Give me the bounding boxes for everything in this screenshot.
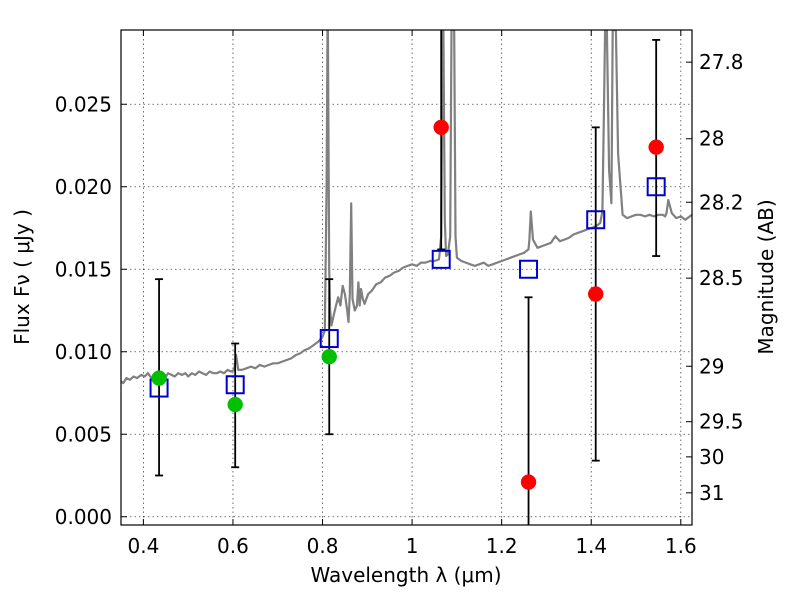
- right-axis-label: Magnitude (AB): [754, 199, 778, 354]
- green-point: [151, 370, 167, 386]
- x-tick-label: 1.4: [575, 534, 607, 558]
- x-tick-label: 0.8: [307, 534, 339, 558]
- y-axis-label: Flux Fν ( μJy ): [10, 209, 34, 345]
- right-tick-label: 31: [699, 481, 724, 505]
- right-tick-label: 29.5: [699, 410, 744, 434]
- green-point: [321, 348, 337, 365]
- y-tick-label: 0.000: [55, 505, 112, 529]
- model-square-marker: [225, 375, 245, 395]
- x-tick-label: 0.6: [217, 534, 249, 558]
- y-tick-label: 0.015: [55, 257, 112, 281]
- right-tick-label: 27.8: [699, 50, 744, 74]
- model-square-marker: [431, 249, 451, 269]
- x-tick-label: 1: [406, 534, 419, 558]
- right-tick-label: 28.5: [699, 266, 744, 290]
- red-point: [520, 474, 537, 490]
- plot-area: [121, 30, 692, 525]
- right-tick-label: 30: [699, 445, 724, 469]
- model-square-marker: [519, 259, 539, 279]
- model-square-marker: [646, 177, 666, 197]
- right-tick-label: 28.2: [699, 190, 744, 214]
- grid: [121, 30, 692, 525]
- x-axis-label: Wavelength λ (μm): [310, 563, 501, 587]
- y-tick-label: 0.020: [55, 175, 112, 199]
- right-tick-label: 29: [699, 354, 724, 378]
- y-tick-label: 0.005: [55, 422, 112, 446]
- y-tick-label: 0.025: [55, 92, 112, 116]
- spectrum-line: [121, 30, 692, 385]
- x-tick-label: 1.2: [486, 534, 518, 558]
- y-tick-label: 0.010: [55, 340, 112, 364]
- model-square-marker: [319, 329, 339, 349]
- red-point: [587, 286, 604, 302]
- axis-ticks: 0.4 0.6 0.8 1 1.2 1.4 1.6 0.000 0.005 0.010 0.015 0…: [55, 30, 744, 558]
- green-point: [227, 396, 243, 413]
- x-tick-label: 0.4: [127, 534, 159, 558]
- right-tick-label: 28: [699, 127, 724, 151]
- x-tick-label: 1.6: [665, 534, 697, 558]
- red-point: [648, 139, 664, 155]
- plot-frame: [120, 29, 693, 526]
- red-point: [433, 119, 449, 136]
- model-square-marker: [586, 210, 606, 230]
